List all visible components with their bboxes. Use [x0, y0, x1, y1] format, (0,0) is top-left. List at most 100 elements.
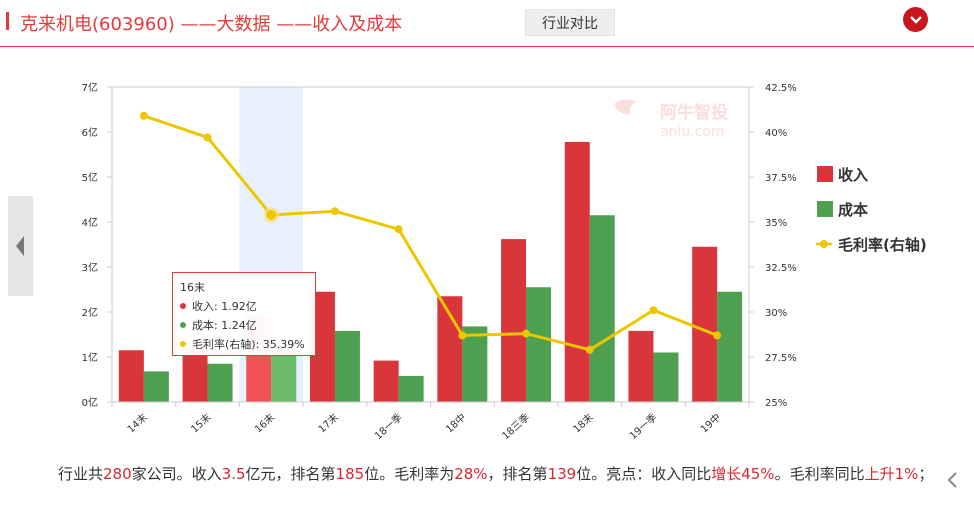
revenue-bar[interactable]	[118, 350, 144, 402]
left-tick-label: 3亿	[82, 261, 98, 274]
x-tick-label: 14末	[124, 411, 150, 436]
x-axis: 14末 15末 16末 17末 18一季 18中 18三季 18末 19一季 19中	[111, 401, 750, 442]
summary-text: 行业共280家公司。收入3.5亿元，排名第185位。毛利率为28%，排名第139…	[58, 463, 943, 485]
watermark: 阿牛智投 aniu.com	[614, 99, 728, 140]
right-tick-label: 42.5%	[765, 83, 797, 94]
right-tick-label: 30%	[765, 308, 787, 319]
right-tick-label: 40%	[765, 128, 787, 139]
summary-margin-change: 上升1%	[864, 465, 919, 483]
margin-point[interactable]	[266, 209, 277, 220]
collapse-button[interactable]	[903, 7, 928, 32]
left-y-axis: 0亿 1亿 2亿 3亿 4亿 5亿 6亿 7亿	[82, 81, 750, 409]
margin-point[interactable]	[203, 133, 212, 142]
summary-text-1: 行业共	[58, 465, 104, 483]
margin-point[interactable]	[330, 207, 339, 216]
cost-bar[interactable]	[398, 375, 424, 402]
summary-text-3: 亿元，排名第	[245, 465, 336, 483]
tooltip-revenue-row: 收入: 1.92亿	[180, 297, 308, 316]
right-tick-label: 25%	[765, 398, 787, 409]
chevron-left-icon	[16, 236, 24, 256]
watermark-domain: aniu.com	[660, 124, 725, 140]
summary-text-2: 家公司。收入	[131, 465, 222, 483]
tooltip-margin: 毛利率(右轴): 35.39%	[192, 338, 305, 351]
left-tick-label: 6亿	[82, 126, 98, 139]
margin-point[interactable]	[394, 225, 403, 234]
margin-line	[139, 111, 722, 354]
summary-company-count: 280	[103, 465, 132, 483]
cost-bar[interactable]	[653, 352, 679, 403]
next-panel-button[interactable]	[944, 470, 962, 490]
summary-revenue-rank: 185	[335, 465, 365, 483]
tooltip-title: 16末	[180, 281, 205, 294]
left-tick-label: 7亿	[82, 81, 98, 94]
x-tick-label: 18一季	[372, 411, 404, 442]
revenue-bar[interactable]	[182, 348, 208, 402]
legend-label[interactable]: 毛利率(右轴)	[838, 236, 927, 254]
left-tick-label: 0亿	[82, 396, 98, 409]
summary-text-6: 位。亮点：收入同比	[576, 465, 712, 483]
summary-revenue: 3.5	[221, 465, 246, 483]
left-tick-label: 1亿	[82, 351, 98, 364]
left-tick-label: 2亿	[82, 306, 98, 319]
right-tick-label: 32.5%	[765, 263, 797, 274]
cost-bar[interactable]	[589, 215, 615, 402]
margin-dot-icon	[180, 341, 186, 347]
legend-swatch-icon	[817, 201, 833, 217]
revenue-bar[interactable]	[373, 360, 399, 402]
legend-label[interactable]: 成本	[838, 201, 868, 219]
x-tick-label: 15末	[188, 411, 214, 436]
legend-dot-icon	[820, 240, 828, 248]
cost-bar[interactable]	[143, 371, 169, 402]
summary-text-7: 。毛利率同比	[774, 465, 865, 483]
page-title: 克来机电(603960) ——大数据 ——收入及成本	[20, 14, 403, 35]
revenue-dot-icon	[180, 303, 186, 309]
prev-panel-button[interactable]	[8, 196, 33, 296]
revenue-bar[interactable]	[501, 239, 527, 402]
summary-text-5: ，排名第	[487, 465, 548, 483]
revenue-cost-chart: 阿牛智投 aniu.com 0亿 1亿 2亿 3亿 4亿 5亿 6亿 7亿 25% 27.5% 3…	[82, 81, 927, 442]
title-accent-bar	[6, 12, 9, 30]
cost-dot-icon	[180, 322, 186, 328]
cost-bar[interactable]	[334, 330, 360, 402]
industry-compare-button[interactable]: 行业对比	[525, 9, 615, 36]
margin-point[interactable]	[585, 345, 594, 354]
x-tick-label: 19一季	[627, 411, 659, 442]
legend-swatch-icon	[817, 166, 833, 182]
margin-point[interactable]	[139, 111, 148, 120]
page-header: 克来机电(603960) ——大数据 ——收入及成本 行业对比	[0, 0, 974, 47]
revenue-bar[interactable]	[628, 330, 654, 402]
summary-revenue-growth: 增长45%	[711, 465, 775, 483]
summary-margin-rank: 139	[547, 465, 577, 483]
summary-text-8: ；	[918, 465, 934, 483]
summary-margin: 28%	[454, 465, 488, 483]
revenue-bar[interactable]	[692, 246, 718, 402]
chevron-down-icon	[909, 15, 922, 24]
x-tick-label: 17末	[315, 411, 341, 436]
cost-bar[interactable]	[717, 291, 743, 402]
margin-point[interactable]	[649, 306, 658, 315]
summary-text-4: 位。毛利率为	[364, 465, 455, 483]
margin-point[interactable]	[522, 329, 531, 338]
x-tick-label: 19中	[698, 411, 724, 436]
right-tick-label: 37.5%	[765, 173, 797, 184]
margin-point[interactable]	[458, 331, 467, 340]
tooltip-cost: 成本: 1.24亿	[192, 319, 257, 332]
watermark-brand: 阿牛智投	[660, 102, 728, 123]
revenue-bar[interactable]	[564, 141, 590, 402]
tooltip-margin-row: 毛利率(右轴): 35.39%	[180, 335, 308, 354]
x-tick-label: 18三季	[500, 411, 532, 442]
legend-label[interactable]: 收入	[838, 166, 868, 184]
x-tick-label: 16末	[252, 411, 278, 436]
cost-bar[interactable]	[207, 363, 233, 402]
cost-bar[interactable]	[526, 287, 552, 402]
margin-line-path	[143, 114, 718, 352]
right-y-axis: 25% 27.5% 30% 32.5% 35% 37.5% 40% 42.5%	[749, 83, 797, 409]
left-tick-label: 5亿	[82, 171, 98, 184]
chevron-left-small-icon	[947, 472, 957, 488]
chart-tooltip: 16末 收入: 1.92亿 成本: 1.24亿 毛利率(右轴): 35.39%	[172, 272, 316, 356]
cost-bar[interactable]	[462, 326, 488, 402]
margin-point[interactable]	[713, 331, 722, 340]
left-tick-label: 4亿	[82, 216, 98, 229]
tooltip-cost-row: 成本: 1.24亿	[180, 316, 308, 335]
